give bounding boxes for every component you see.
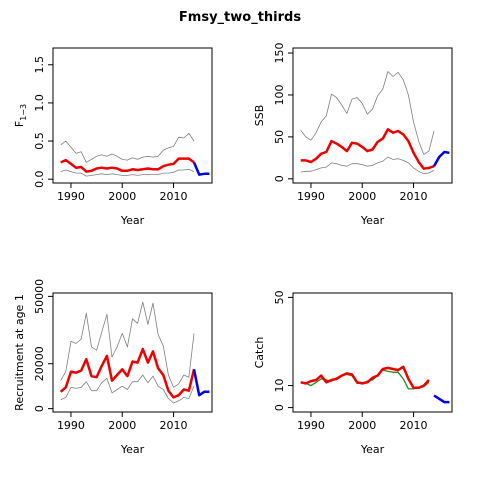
ssb-panel: 1990 2000 2010 0 50 100 150 Year SSB: [253, 43, 453, 227]
series-estimate-line: [300, 128, 435, 170]
y-tick-label: 50: [273, 130, 286, 144]
x-tick-label: 2000: [348, 190, 376, 203]
series-lower-line: [60, 168, 195, 177]
series-lower-line: [60, 374, 195, 404]
plot-frame: [52, 292, 213, 413]
plot-frame: [292, 292, 453, 413]
y-axis-label: Recruitment at age 1: [13, 294, 26, 411]
x-tick-label: 2010: [160, 419, 188, 432]
x-axis-label: Year: [120, 443, 145, 456]
series-projection-line: [192, 369, 210, 397]
figure-title: Fmsy_two_thirds: [178, 10, 302, 25]
x-tick-label: 2000: [348, 419, 376, 432]
x-tick-label: 2000: [108, 190, 136, 203]
y-tick-label: 50000: [33, 279, 46, 314]
x-axis-label: Year: [360, 443, 385, 456]
y-tick-label: 1.5: [33, 56, 46, 74]
series-estimate-line: [59, 347, 196, 399]
x-tick-label: 1990: [57, 190, 85, 203]
y-tick-label: 1.0: [33, 94, 46, 112]
x-tick-label: 2010: [400, 419, 428, 432]
y-axis-label: F1−3: [13, 104, 28, 127]
y-tick-label: 150: [273, 43, 286, 64]
series-projection-line: [433, 394, 450, 404]
x-axis-label: Year: [360, 214, 385, 227]
y-tick-label: 0: [273, 404, 286, 411]
recruitment-panel: 1990 2000 2010 0 20000 50000 Year Recruitment a…: [13, 279, 213, 456]
series-projection-line: [432, 150, 450, 167]
series-upper-line: [60, 301, 195, 388]
plot-frame: [292, 47, 453, 184]
x-axis-label: Year: [120, 214, 145, 227]
plot-frame: [52, 47, 213, 184]
x-tick-label: 2000: [108, 419, 136, 432]
series-projection-line: [192, 161, 210, 176]
series-upper-line: [60, 132, 195, 163]
y-axis-label: SSB: [253, 105, 266, 127]
y-tick-label: 10: [273, 379, 286, 393]
series-estimate-line: [300, 365, 430, 390]
y-tick-label: 0.0: [33, 170, 46, 188]
y-tick-label: 100: [273, 84, 286, 105]
y-tick-label: 0: [273, 175, 286, 182]
x-tick-label: 1990: [297, 419, 325, 432]
y-axis-label: Catch: [253, 337, 266, 369]
y-tick-label: 20000: [33, 346, 46, 381]
x-tick-label: 1990: [297, 190, 325, 203]
y-tick-label: 0.5: [33, 132, 46, 150]
catch-panel: 1990 2000 2010 0 10 50 Year Catch: [253, 290, 453, 456]
y-tick-label: 50: [273, 290, 286, 304]
series-lower-line: [300, 156, 435, 175]
x-tick-label: 1990: [57, 419, 85, 432]
x-tick-label: 2010: [160, 190, 188, 203]
series-upper-line: [300, 71, 435, 155]
f-panel: 1990 2000 2010 0.0 0.5 1.0 1.5 Year F1−3: [13, 47, 213, 227]
y-tick-label: 0: [33, 405, 46, 412]
x-tick-label: 2010: [400, 190, 428, 203]
series-estimate-line: [60, 157, 195, 173]
